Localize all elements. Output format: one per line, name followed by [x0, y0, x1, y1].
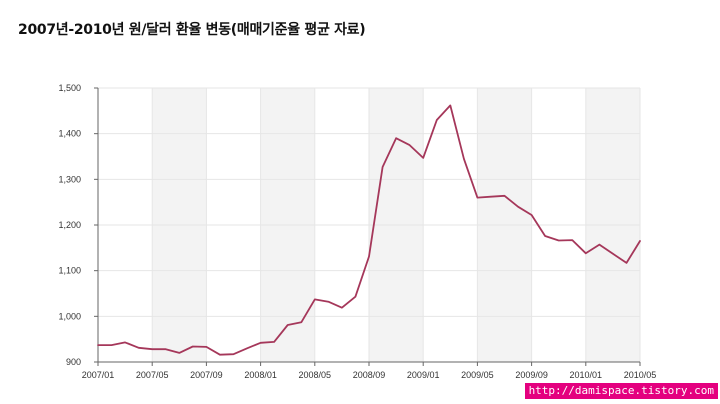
x-tick-label: 2007/05 [136, 370, 169, 380]
x-tick-label: 2010/01 [570, 370, 603, 380]
axes [97, 88, 640, 363]
y-tick-label: 1,100 [58, 266, 81, 276]
y-tick-label: 1,300 [58, 174, 81, 184]
x-tick-label: 2007/09 [190, 370, 223, 380]
y-tick-label: 1,500 [58, 83, 81, 93]
x-tick-label: 2008/01 [244, 370, 277, 380]
y-tick-label: 1,200 [58, 220, 81, 230]
watermark-url[interactable]: http://damispace.tistory.com [524, 383, 718, 399]
chart-title: 2007년-2010년 원/달러 환율 변동(매매기준율 평균 자료) [18, 22, 366, 38]
y-axis-ticks: 900 1,000 1,100 1,200 1,300 1,400 1,500 [58, 83, 98, 367]
x-tick-label: 2009/05 [461, 370, 494, 380]
x-tick-label: 2008/05 [299, 370, 332, 380]
series-line-group [97, 104, 641, 356]
x-tick-label: 2010/05 [624, 370, 657, 380]
x-axis-ticks: 2007/01 2007/05 2007/09 2008/01 2008/05 2008/… [82, 362, 657, 380]
x-tick-label: 2008/09 [353, 370, 386, 380]
series-line [97, 104, 641, 356]
x-tick-label: 2009/09 [515, 370, 548, 380]
x-tick-label: 2007/01 [82, 370, 115, 380]
y-tick-label: 900 [66, 357, 81, 367]
y-tick-label: 1,000 [58, 311, 81, 321]
x-tick-label: 2009/01 [407, 370, 440, 380]
y-tick-label: 1,400 [58, 129, 81, 139]
